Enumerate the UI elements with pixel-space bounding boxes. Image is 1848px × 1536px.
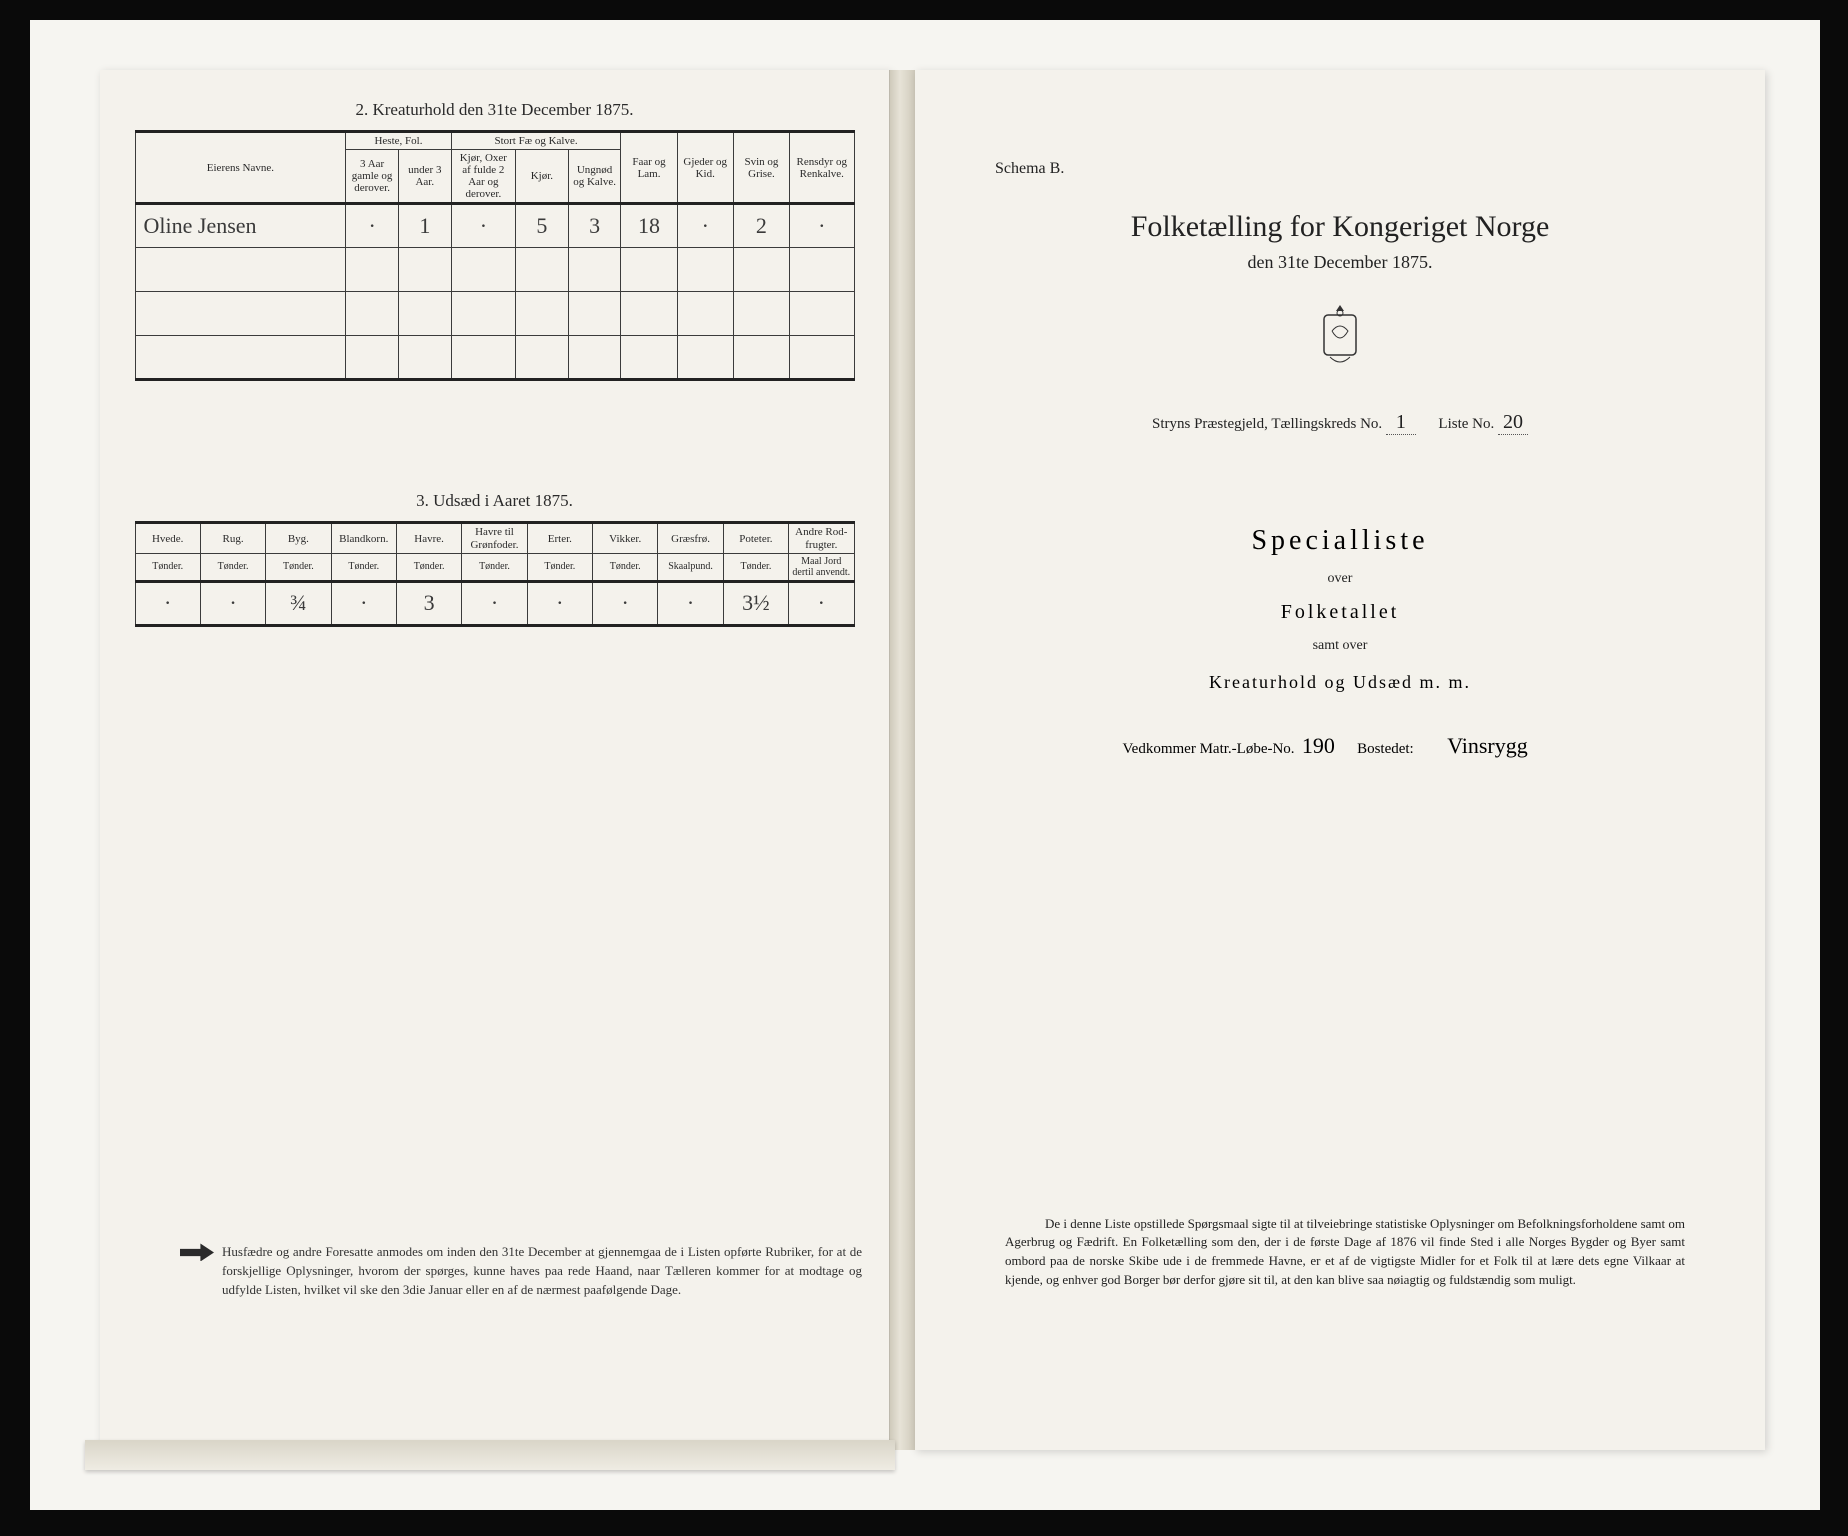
section3-title: 3. Udsæd i Aaret 1875. (100, 491, 889, 511)
cell: · (346, 204, 399, 248)
bosted: Vinsrygg (1417, 733, 1557, 759)
section2-title: 2. Kreaturhold den 31te December 1875. (100, 100, 889, 120)
cell: · (593, 581, 658, 625)
th-rensdyr: Rensdyr og Renkalve. (790, 132, 854, 204)
main-title: Folketælling for Kongeriget Norge (915, 210, 1765, 244)
th: Vikker. (593, 523, 658, 553)
cell: 1 (398, 204, 451, 248)
cell: 5 (516, 204, 569, 248)
vedk-label-a: Vedkommer Matr.-Løbe-No. (1123, 741, 1295, 757)
table-row (135, 292, 854, 336)
parish-line: Stryns Præstegjeld, Tællingskreds No. 1 … (915, 411, 1765, 435)
cell: 18 (621, 204, 677, 248)
right-footnote-text: De i denne Liste opstillede Spørgsmaal s… (1005, 1216, 1685, 1288)
parish-text: Stryns Præstegjeld, Tællingskreds No. (1152, 416, 1382, 432)
schema-label: Schema B. (995, 160, 1064, 178)
th-sub: Tønder. (527, 553, 592, 581)
book-spine (890, 70, 915, 1450)
cell: · (200, 581, 265, 625)
th-storfe-c: Ungnød og Kalve. (568, 150, 621, 204)
cell: · (790, 204, 854, 248)
cell: · (789, 581, 854, 625)
th-svin: Svin og Grise. (733, 132, 789, 204)
th-storfe-a: Kjør, Oxer af fulde 2 Aar og derover. (451, 150, 515, 204)
th-sub: Tønder. (723, 553, 788, 581)
th-faar: Faar og Lam. (621, 132, 677, 204)
left-footnote: Husfædre og andre Foresatte anmodes om i… (222, 1243, 862, 1300)
th-sub: Tønder. (331, 553, 396, 581)
th-sub: Tønder. (396, 553, 461, 581)
right-page: Schema B. Folketælling for Kongeriget No… (915, 70, 1765, 1450)
th-sub: Tønder. (266, 553, 331, 581)
th-sub: Maal Jord dertil anvendt. (789, 553, 854, 581)
th: Havre. (396, 523, 461, 553)
table-row: ··¾·3····3½· (135, 581, 854, 625)
th: Erter. (527, 523, 592, 553)
folketallet-label: Folketallet (915, 601, 1765, 624)
left-page: 2. Kreaturhold den 31te December 1875. E… (100, 70, 890, 1450)
matr-no: 190 (1298, 733, 1338, 759)
kreds-no: 1 (1386, 411, 1416, 435)
sub-title: den 31te December 1875. (915, 252, 1765, 273)
th-sub: Tønder. (593, 553, 658, 581)
samt-label: samt over (915, 638, 1765, 654)
cell: ¾ (266, 581, 331, 625)
cell: · (462, 581, 527, 625)
th-sub: Skaalpund. (658, 553, 723, 581)
th-storfe-b: Kjør. (516, 150, 569, 204)
cell: 3 (568, 204, 621, 248)
table-row (135, 248, 854, 292)
table-kreaturhold: Eierens Navne. Heste, Fol. Stort Fæ og K… (135, 130, 855, 381)
th-storfe-group: Stort Fæ og Kalve. (451, 132, 621, 150)
left-footnote-block: Husfædre og andre Foresatte anmodes om i… (180, 1243, 862, 1300)
page-stack-edge (85, 1440, 895, 1470)
th-heste-group: Heste, Fol. (346, 132, 451, 150)
cell: · (658, 581, 723, 625)
th: Havre til Grønfoder. (462, 523, 527, 553)
th-heste-a: 3 Aar gamle og derover. (346, 150, 399, 204)
th: Andre Rod-frugter. (789, 523, 854, 553)
table-row (135, 336, 854, 380)
cell: · (135, 581, 200, 625)
th-gjeder: Gjeder og Kid. (677, 132, 733, 204)
kreatur-label: Kreaturhold og Udsæd m. m. (915, 672, 1765, 693)
th-sub: Tønder. (135, 553, 200, 581)
right-footnote: De i denne Liste opstillede Spørgsmaal s… (1005, 1215, 1685, 1290)
th: Rug. (200, 523, 265, 553)
table-udsaed: Hvede.Rug.Byg.Blandkorn.Havre.Havre til … (135, 521, 855, 626)
liste-no: 20 (1498, 411, 1528, 435)
th: Hvede. (135, 523, 200, 553)
cell-owner: Oline Jensen (135, 204, 346, 248)
crest-icon (1310, 301, 1370, 371)
cell: 3½ (723, 581, 788, 625)
th-owner: Eierens Navne. (135, 132, 346, 204)
over-label: over (915, 571, 1765, 587)
specialliste-heading: Specialliste (915, 525, 1765, 557)
th-heste-b: under 3 Aar. (398, 150, 451, 204)
liste-label: Liste No. (1438, 416, 1494, 432)
cell: 3 (396, 581, 461, 625)
th-sub: Tønder. (200, 553, 265, 581)
th: Poteter. (723, 523, 788, 553)
cell: 2 (733, 204, 789, 248)
th: Byg. (266, 523, 331, 553)
vedkommer-line: Vedkommer Matr.-Løbe-No. 190 Bostedet: V… (915, 733, 1765, 759)
cell: · (451, 204, 515, 248)
pointer-icon (180, 1243, 214, 1261)
th-sub: Tønder. (462, 553, 527, 581)
scan-frame: 2. Kreaturhold den 31te December 1875. E… (30, 20, 1820, 1510)
cell: · (331, 581, 396, 625)
cell: · (677, 204, 733, 248)
table-row: Oline Jensen · 1 · 5 3 18 · 2 · (135, 204, 854, 248)
vedk-label-b: Bostedet: (1357, 741, 1414, 757)
th: Græsfrø. (658, 523, 723, 553)
cell: · (527, 581, 592, 625)
th: Blandkorn. (331, 523, 396, 553)
